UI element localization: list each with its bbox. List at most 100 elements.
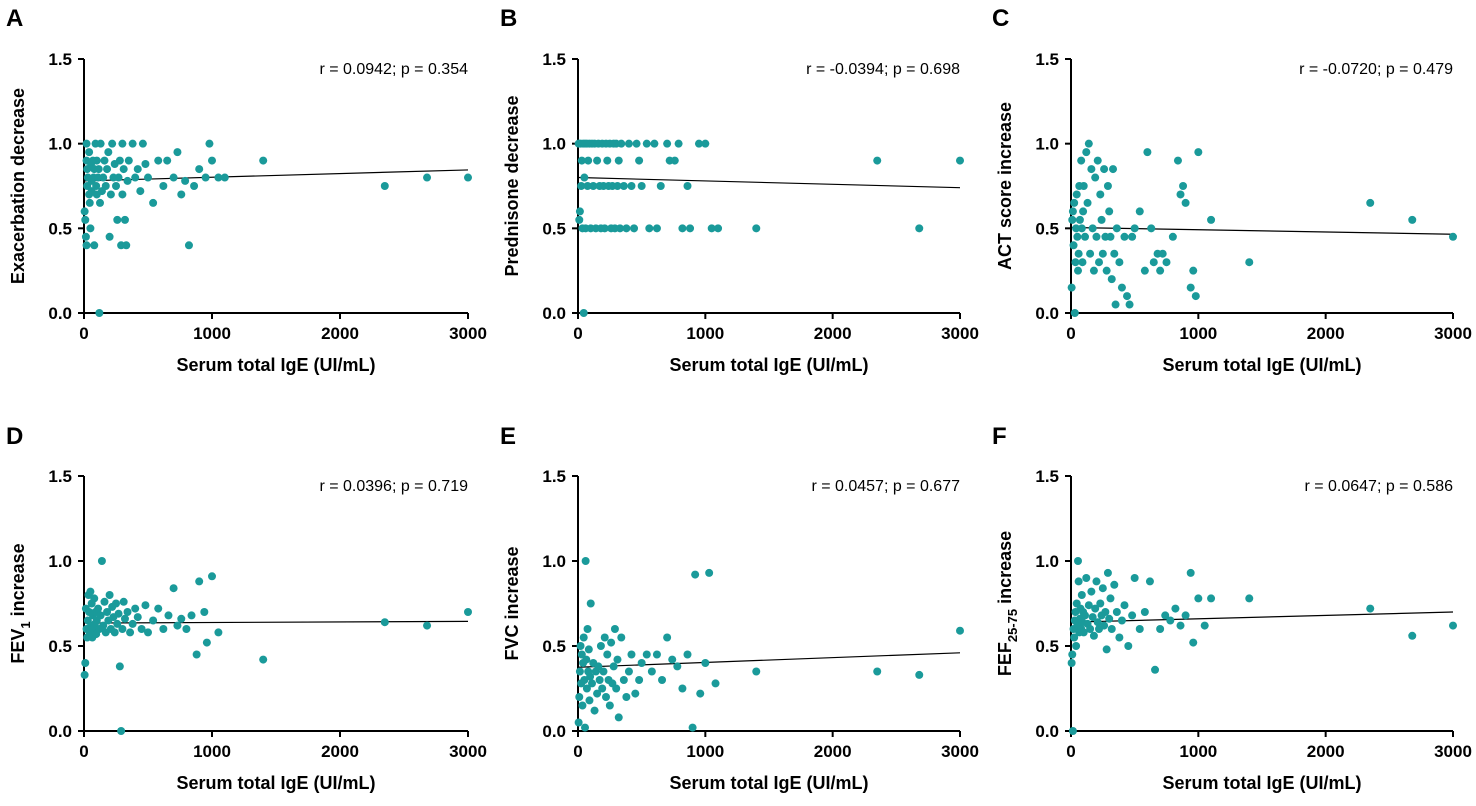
- data-point: [105, 591, 114, 599]
- data-point: [956, 156, 964, 165]
- data-point: [1074, 577, 1083, 586]
- data-point: [1073, 232, 1082, 241]
- data-point: [1149, 258, 1158, 267]
- correlation-stat: r = 0.0457; p = 0.677: [811, 478, 960, 495]
- y-tick-label: 0.5: [1035, 219, 1059, 238]
- data-point: [605, 701, 614, 710]
- data-point: [1181, 611, 1190, 620]
- data-point: [120, 614, 129, 623]
- data-point: [627, 182, 636, 190]
- data-point: [1128, 232, 1137, 241]
- data-point: [579, 633, 588, 642]
- data-point: [647, 667, 656, 676]
- data-point: [177, 614, 186, 623]
- data-point: [714, 224, 723, 233]
- data-point: [683, 182, 692, 190]
- data-point: [154, 156, 163, 165]
- data-point: [259, 156, 268, 165]
- data-point: [873, 667, 882, 676]
- data-point: [144, 628, 152, 637]
- data-point: [85, 148, 94, 157]
- data-point: [1176, 190, 1185, 199]
- data-point: [575, 667, 584, 676]
- data-point: [1072, 642, 1081, 650]
- data-point: [1140, 608, 1149, 616]
- data-point: [603, 650, 612, 659]
- x-tick-label: 3000: [1434, 324, 1472, 343]
- data-point: [1186, 568, 1195, 577]
- panel-d: D 0.0 0.5 1.0 1.5 0 1000 2000 3000 Serum total Ig…: [6, 423, 487, 793]
- data-point: [123, 608, 132, 616]
- data-point: [101, 182, 110, 190]
- data-point: [195, 577, 204, 586]
- x-tick-label: 0: [573, 742, 582, 761]
- data-point: [1186, 283, 1195, 292]
- data-point: [1181, 198, 1190, 207]
- data-point: [1106, 232, 1115, 241]
- data-point: [602, 693, 611, 701]
- data-point: [915, 670, 924, 679]
- data-point: [1128, 611, 1137, 620]
- x-tick-label: 3000: [941, 742, 979, 761]
- data-point: [128, 139, 137, 148]
- data-points: [1067, 139, 1457, 317]
- x-tick-label: 0: [79, 324, 88, 343]
- y-axis-title-main: Prednisone decrease: [502, 95, 522, 276]
- data-point: [208, 572, 216, 581]
- data-point: [1084, 139, 1093, 148]
- x-tick-label: 2000: [1307, 324, 1345, 343]
- data-point: [701, 659, 710, 667]
- data-point: [1408, 215, 1417, 224]
- data-point: [584, 645, 593, 654]
- data-point: [1115, 258, 1124, 267]
- y-tick-label: 1.5: [1035, 50, 1059, 69]
- data-point: [94, 165, 103, 174]
- x-axis-title: Serum total IgE (UI/mL): [1162, 773, 1361, 793]
- data-point: [1130, 224, 1139, 233]
- data-point: [1106, 594, 1115, 603]
- data-point: [181, 176, 190, 185]
- x-tick-label: 0: [79, 742, 88, 761]
- data-point: [119, 165, 128, 174]
- data-point: [1166, 616, 1175, 625]
- data-point: [1161, 611, 1170, 620]
- data-point: [1117, 616, 1126, 625]
- data-point: [619, 676, 628, 684]
- data-point: [583, 182, 592, 190]
- panel-b: B 0.0 0.5 1.0 1.5 0 1000 2000 3000 Serum total Ig…: [500, 5, 979, 375]
- regression-line: [1070, 611, 1454, 623]
- data-point: [642, 139, 651, 148]
- panel-letter: F: [992, 423, 1007, 450]
- data-point: [96, 139, 105, 148]
- data-point: [149, 616, 158, 625]
- data-point: [617, 633, 626, 642]
- x-axis-title: Serum total IgE (UI/mL): [669, 773, 868, 793]
- data-point: [1109, 165, 1118, 174]
- correlation-stat: r = 0.0942; p = 0.354: [319, 61, 468, 78]
- data-point: [630, 224, 639, 233]
- y-tick-label: 1.5: [48, 50, 72, 69]
- data-point: [1070, 633, 1079, 642]
- data-point: [668, 655, 677, 664]
- data-point: [614, 713, 623, 722]
- data-point: [1077, 591, 1086, 599]
- panel-letter: B: [500, 5, 517, 32]
- data-point: [1112, 224, 1121, 233]
- data-point: [577, 182, 586, 190]
- data-point: [658, 676, 667, 684]
- y-axis-title-subscript: 25-75: [1005, 609, 1020, 642]
- data-point: [1074, 249, 1083, 258]
- data-point: [1091, 604, 1100, 613]
- data-point: [90, 594, 99, 603]
- data-point: [103, 608, 112, 616]
- data-point: [136, 187, 145, 196]
- data-point: [619, 182, 628, 190]
- y-axis-title-main: FEV: [8, 629, 28, 664]
- y-tick-label: 1.0: [542, 552, 566, 571]
- data-point: [663, 633, 672, 642]
- data-point: [1086, 625, 1095, 633]
- data-point: [173, 148, 182, 157]
- data-point: [1102, 645, 1111, 654]
- data-point: [578, 701, 587, 710]
